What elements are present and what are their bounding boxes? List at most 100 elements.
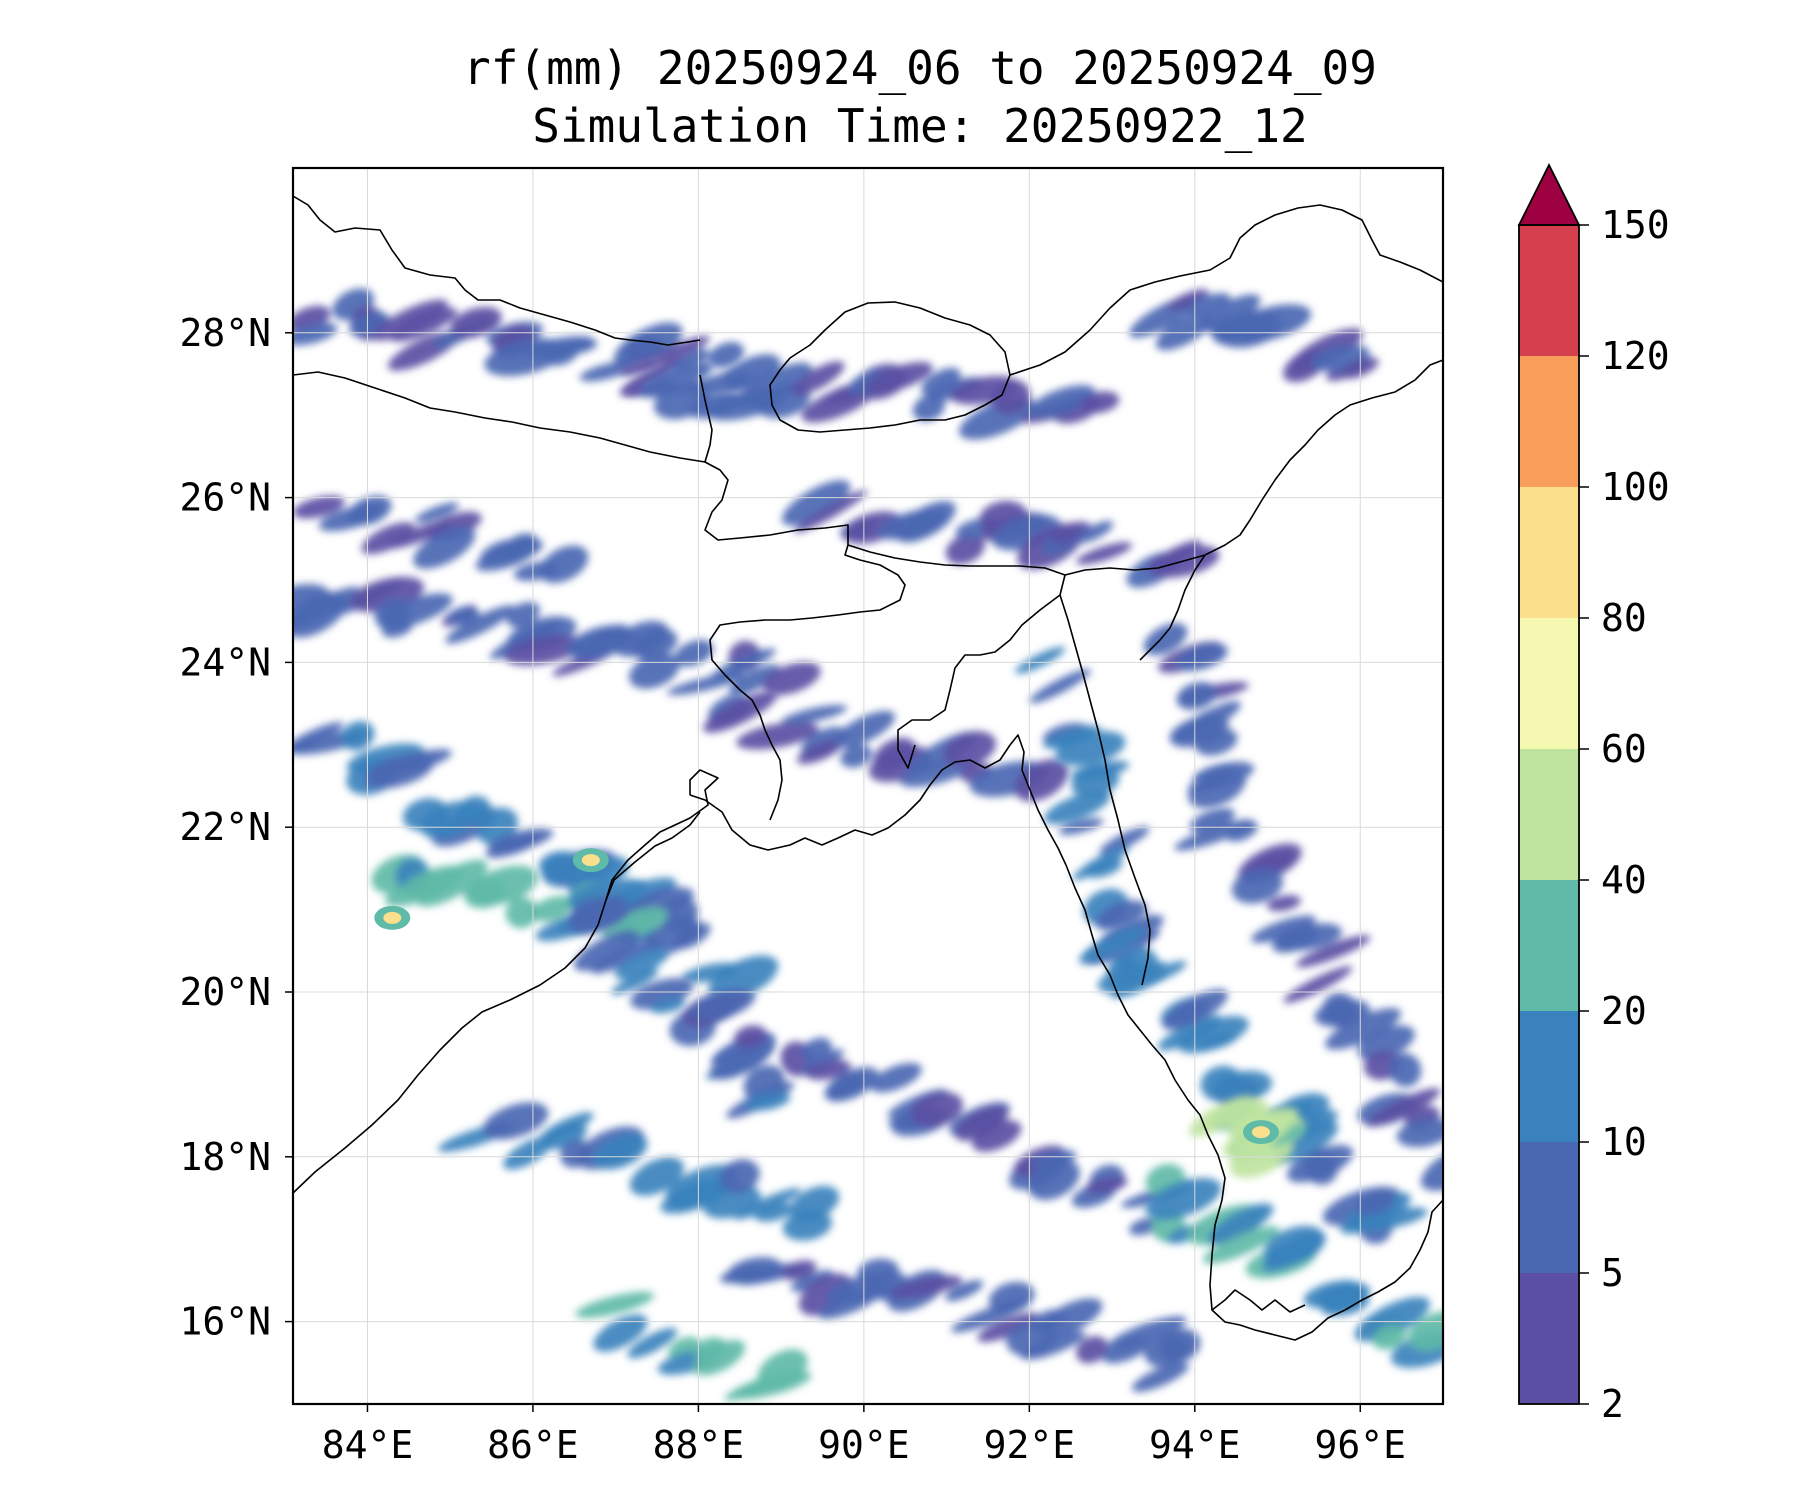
rain-cell [921, 367, 961, 397]
colorbar-segment-5 [1519, 618, 1579, 749]
y-tick-label: 28°N [179, 311, 271, 355]
rain-cell [503, 533, 539, 561]
rain-cell [293, 586, 359, 630]
rain-cell [1143, 623, 1188, 656]
rain-cell [728, 664, 780, 697]
rain-cell [1356, 1190, 1395, 1216]
rain-cell [674, 639, 714, 667]
colorbar-segment-1 [1519, 1142, 1579, 1273]
colorbar-segment-7 [1519, 356, 1579, 487]
rain-cell [1131, 1362, 1189, 1392]
coastline-and-borders [293, 195, 1443, 1341]
colorbar-frame [1518, 224, 1580, 1405]
rain-cell [857, 1258, 899, 1287]
rain-cell [693, 1337, 726, 1360]
colorbar-segment-2 [1519, 1011, 1579, 1142]
rain-cell [1251, 915, 1316, 943]
rain-cell [629, 1157, 684, 1196]
rain-band-11 [438, 1102, 840, 1241]
colorbar-segment-6 [1519, 487, 1579, 618]
rain-cell [834, 710, 896, 748]
rain-cell [733, 1025, 767, 1049]
rain-cell [877, 509, 948, 540]
rain-cell [1184, 293, 1231, 317]
rain-cell [689, 988, 756, 1021]
chart-title-line-1: rf(mm) 20250924_06 to 20250924_09 [463, 41, 1377, 95]
rain-cell [1143, 960, 1187, 984]
rain-cell [1075, 1336, 1109, 1364]
rain-spot-1 [581, 854, 600, 867]
rain-cell [543, 339, 598, 357]
rain-cell [503, 1136, 553, 1170]
border-nepal-south [293, 371, 713, 463]
rain-cell [1203, 1226, 1280, 1264]
rain-cell [1304, 1149, 1338, 1185]
rain-cell [972, 1120, 1022, 1152]
rain-cell [1177, 1015, 1249, 1054]
rain-cell [672, 922, 711, 950]
rain-cell [450, 306, 502, 339]
colorbar-label: 60 [1601, 727, 1647, 771]
rain-band-4 [781, 480, 1220, 588]
colorbar-segment-8 [1519, 225, 1579, 356]
rain-cell [1029, 669, 1091, 704]
rain-cell [1206, 1097, 1268, 1128]
rain-cell [1325, 1008, 1401, 1050]
rain-cell [943, 731, 997, 767]
y-axis-ticks: 16°N 18°N 20°N 22°N 24°N 26°N 28°N [179, 311, 293, 1344]
rain-cell [1189, 807, 1235, 833]
rain-cell [627, 1327, 678, 1359]
rain-cell [703, 690, 778, 733]
y-tick-label: 18°N [179, 1135, 271, 1179]
rain-cell [790, 1270, 834, 1292]
border-nepal-north [293, 195, 701, 346]
border-bangladesh [847, 544, 1066, 769]
rain-cell [781, 704, 848, 725]
rain-cell [782, 1260, 817, 1281]
border-mizoram-myanmar [1059, 594, 1151, 986]
rain-cell [575, 1291, 655, 1318]
rain-cell [1231, 868, 1283, 904]
rain-cell [1372, 1324, 1407, 1350]
y-tick-label: 24°N [179, 640, 271, 684]
colorbar-label: 20 [1601, 989, 1647, 1033]
rain-cell [1272, 926, 1318, 953]
rain-cell [593, 1133, 648, 1170]
rain-cell [293, 322, 338, 346]
map-frame [291, 166, 1445, 1406]
rain-cell [1084, 857, 1123, 878]
rain-cell [619, 356, 666, 376]
coastline-india-east [293, 769, 719, 1194]
rain-cell [611, 969, 659, 995]
rain-band-13 [719, 1257, 1201, 1392]
rain-cell [865, 361, 933, 394]
rain-cell [1175, 643, 1228, 672]
colorbar-label: 10 [1601, 1120, 1647, 1164]
rain-cell [682, 962, 740, 983]
colorbar-label: 120 [1601, 334, 1670, 378]
rain-cell [1099, 826, 1150, 855]
rain-cell [613, 322, 683, 368]
rain-cell [1262, 1232, 1326, 1272]
rain-cell [734, 1187, 801, 1220]
rain-cell [1321, 992, 1357, 1028]
rain-band-16 [1145, 1163, 1443, 1368]
rain-cell [899, 759, 973, 787]
rain-cell [1076, 542, 1133, 565]
rain-cell [797, 738, 844, 765]
colorbar-segment-4 [1519, 749, 1579, 880]
rain-cell [445, 605, 515, 644]
rain-cell [1268, 1123, 1306, 1146]
colorbar-segment-3 [1519, 880, 1579, 1011]
rain-cell [954, 1105, 1009, 1141]
colorbar-extend-arrow [1517, 162, 1581, 226]
rain-cell [348, 495, 392, 526]
rain-cell [414, 502, 459, 523]
x-tick-label: 84°E [322, 1423, 414, 1467]
colorbar-label: 100 [1601, 465, 1670, 509]
x-tick-label: 88°E [653, 1423, 745, 1467]
rain-cell [870, 1062, 922, 1093]
rain-cell [1145, 1177, 1222, 1220]
rain-cell [1070, 760, 1130, 781]
y-tick-label: 16°N [179, 1300, 271, 1344]
